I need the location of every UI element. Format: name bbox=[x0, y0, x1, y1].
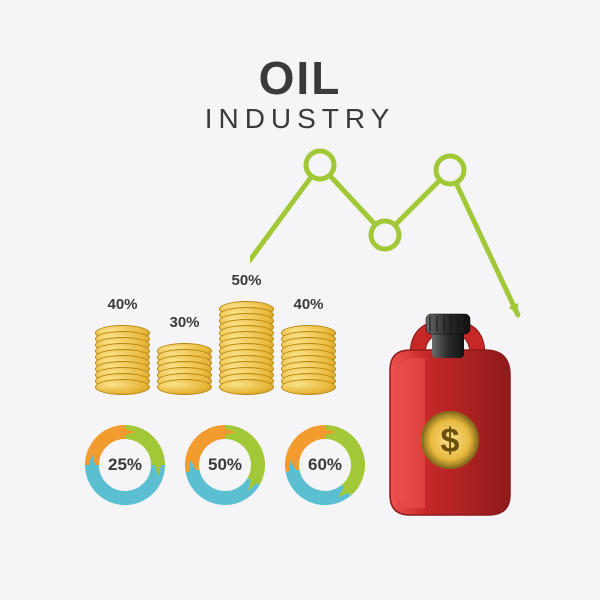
coin-stack: 40% bbox=[281, 335, 336, 395]
title-line2: INDUSTRY bbox=[0, 103, 600, 135]
donut-charts: 25%50%60% bbox=[85, 425, 365, 505]
donut-label: 25% bbox=[85, 425, 165, 505]
coin-icon bbox=[157, 379, 212, 395]
donut-chart: 25% bbox=[85, 425, 165, 505]
coin-stack: 50% bbox=[219, 311, 274, 395]
coin-stack-label: 50% bbox=[219, 272, 274, 289]
coin-icon bbox=[95, 379, 150, 395]
coin-stack-label: 40% bbox=[95, 296, 150, 313]
donut-chart: 50% bbox=[185, 425, 265, 505]
dollar-icon: $ bbox=[441, 422, 460, 460]
gas-can-icon: $ bbox=[370, 300, 525, 520]
coin-stack: 30% bbox=[157, 353, 212, 395]
coin-stack-label: 30% bbox=[157, 314, 212, 331]
donut-label: 60% bbox=[285, 425, 365, 505]
page-title: OIL INDUSTRY bbox=[0, 55, 600, 135]
donut-label: 50% bbox=[185, 425, 265, 505]
coin-stacks: 40%30%50%40% bbox=[95, 195, 355, 395]
title-line1: OIL bbox=[0, 55, 600, 101]
coin-stack: 40% bbox=[95, 335, 150, 395]
coin-icon bbox=[219, 379, 274, 395]
coin-stack-label: 40% bbox=[281, 296, 336, 313]
coin-icon bbox=[281, 379, 336, 395]
donut-chart: 60% bbox=[285, 425, 365, 505]
